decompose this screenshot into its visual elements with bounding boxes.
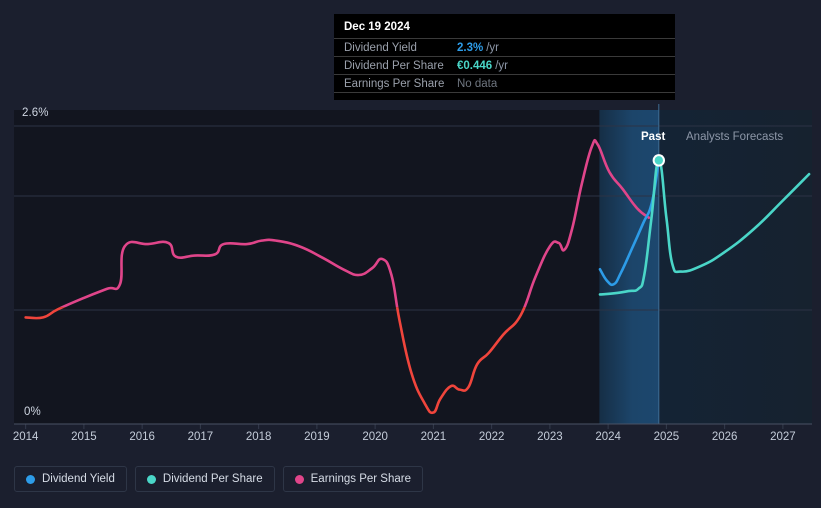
x-axis-label-2019: 2019 — [304, 431, 330, 443]
y-axis-label-top: 2.6% — [22, 107, 49, 119]
tooltip-date: Dec 19 2024 — [344, 21, 410, 33]
tooltip-row-unit: /yr — [495, 59, 508, 72]
tooltip-row-key: Earnings Per Share — [344, 77, 445, 90]
forecast-band-label: Analysts Forecasts — [686, 131, 784, 143]
legend-item-dividend-yield[interactable]: Dividend Yield — [14, 466, 127, 492]
x-axis-label-2020: 2020 — [362, 431, 388, 443]
chart-tooltip: Dec 19 2024 Dividend Yield 2.3%/yr Dividen… — [334, 14, 675, 100]
forecast-region — [658, 110, 812, 424]
x-axis-label-2026: 2026 — [711, 431, 738, 443]
tooltip-row-key: Dividend Per Share — [344, 59, 444, 72]
y-axis-label-bottom: 0% — [24, 406, 41, 418]
tooltip-row-value: €0.446 — [457, 59, 493, 72]
tooltip-row-value: No data — [457, 77, 498, 90]
tooltip-row-key: Dividend Yield — [344, 41, 417, 54]
legend-color-dot-icon — [294, 474, 304, 484]
chart-legend: Dividend Yield Dividend Per Share Earnings… — [14, 466, 423, 492]
legend-color-dot-icon — [146, 474, 156, 484]
legend-item-label: Earnings Per Share — [310, 473, 411, 485]
series-line-dividend-yield — [598, 159, 661, 287]
tooltip-rows: Dividend Yield 2.3%/yr Dividend Per Share €… — [334, 38, 675, 93]
x-axis-label-2022: 2022 — [478, 431, 505, 443]
x-axis-label-2023: 2023 — [537, 431, 563, 443]
x-axis-label-2027: 2027 — [770, 431, 796, 443]
past-region — [599, 110, 659, 424]
tooltip-row: Dividend Yield 2.3%/yr — [334, 38, 675, 56]
legend-color-dot-icon — [26, 474, 35, 484]
legend-item-label: Dividend Yield — [42, 473, 115, 485]
tooltip-row: Dividend Per Share €0.446/yr — [334, 56, 675, 74]
legend-item-dividend-per-share[interactable]: Dividend Per Share — [134, 466, 275, 492]
legend-item-label: Dividend Per Share — [162, 473, 263, 485]
x-axis-label-2021: 2021 — [420, 431, 447, 443]
highlight-point — [654, 156, 664, 165]
x-axis-label-2024: 2024 — [595, 431, 621, 443]
x-axis-label-2014: 2014 — [12, 431, 39, 443]
legend-item-earnings-per-share[interactable]: Earnings Per Share — [282, 466, 423, 492]
series-line-dividend-per-share — [598, 159, 811, 296]
x-axis-label-2016: 2016 — [129, 431, 155, 443]
x-axis-label-2017: 2017 — [187, 431, 214, 443]
x-axis-label-2015: 2015 — [71, 431, 97, 443]
tooltip-row-value: 2.3% — [457, 41, 484, 54]
series-line-earnings-per-share — [59, 138, 651, 308]
past-band-label: Past — [641, 131, 666, 143]
x-axis-label-2018: 2018 — [245, 431, 272, 443]
series-line-earnings-per-share-negative — [24, 307, 527, 415]
tooltip-row-unit: /yr — [486, 41, 499, 54]
tooltip-row: Earnings Per Share No data — [334, 74, 675, 93]
x-axis-labels: 2014 2015 2016 2017 2018 2019 2020 2021 2022 2023… — [0, 431, 821, 449]
x-axis-label-2025: 2025 — [653, 431, 680, 443]
